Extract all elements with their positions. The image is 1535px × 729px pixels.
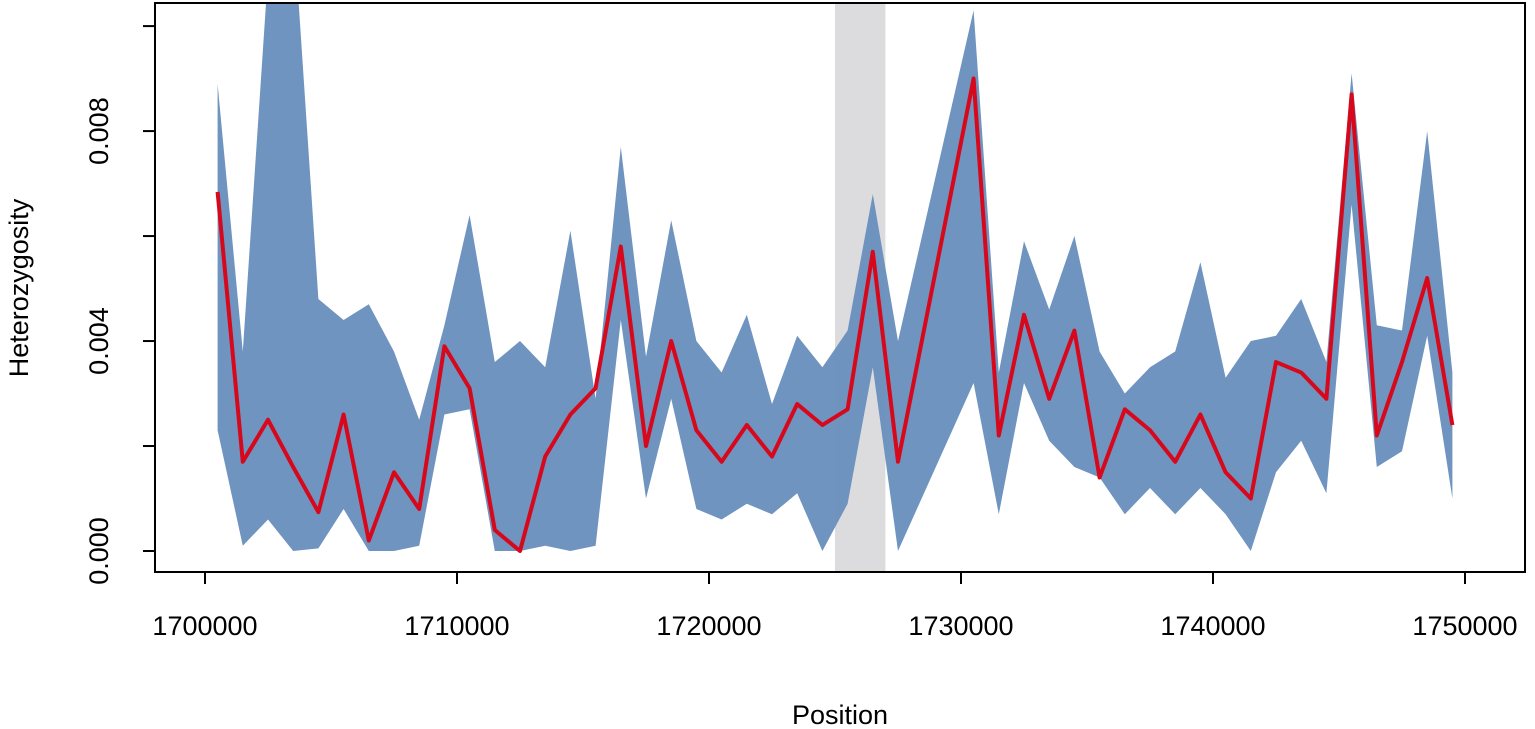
confidence-band [217, 3, 1453, 552]
x-tick-label: 1750000 [1412, 611, 1517, 641]
y-axis: 0.000 0.004 0.008 [84, 25, 155, 585]
x-tick-label: 1700000 [152, 611, 257, 641]
y-tick-label: 0.008 [84, 97, 114, 165]
x-axis-title: Position [792, 700, 888, 729]
y-tick-label: 0.000 [84, 517, 114, 585]
plot-frame [154, 2, 1526, 573]
x-axis: 1700000 1710000 1720000 1730000 1740000 17500… [152, 572, 1518, 641]
y-tick-label: 0.004 [84, 307, 114, 375]
x-tick-label: 1710000 [404, 611, 509, 641]
x-tick-label: 1720000 [656, 611, 761, 641]
x-tick-label: 1740000 [1160, 611, 1265, 641]
mean-heterozygosity-line [215, 76, 1455, 554]
y-axis-title: Heterozygosity [4, 198, 34, 377]
x-tick-label: 1730000 [908, 611, 1013, 641]
